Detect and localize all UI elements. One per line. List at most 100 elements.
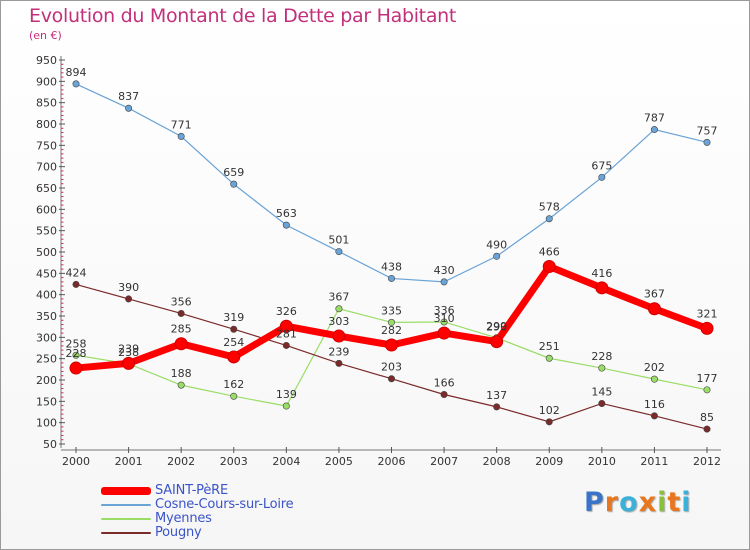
data-point	[440, 391, 448, 399]
y-tick-label: 550	[36, 225, 57, 238]
data-label: 239	[328, 345, 349, 358]
data-label: 563	[276, 207, 297, 220]
series-line	[75, 83, 708, 283]
logo-letter: r	[604, 487, 620, 518]
logo-letter: i	[657, 487, 668, 518]
data-point	[174, 337, 188, 351]
legend-label: Cosne-Cours-sur-Loire	[155, 497, 294, 512]
data-label: 757	[697, 124, 718, 137]
data-point	[703, 386, 711, 394]
y-tick-label: 850	[36, 97, 57, 110]
data-point	[385, 338, 398, 352]
data-label: 787	[644, 112, 665, 125]
data-label: 228	[591, 350, 612, 363]
data-label: 319	[223, 311, 244, 324]
data-point	[335, 359, 343, 367]
x-tick-label: 2011	[640, 455, 668, 468]
data-label: 162	[223, 378, 244, 391]
data-point	[177, 132, 185, 140]
data-point	[545, 215, 553, 223]
data-label: 659	[223, 166, 244, 179]
legend-swatch	[101, 518, 151, 520]
data-point	[440, 278, 448, 286]
logo-letter: i	[681, 487, 692, 518]
data-label: 675	[591, 159, 612, 172]
legend-swatch	[101, 532, 151, 534]
data-label: 299	[486, 320, 507, 333]
data-label: 336	[434, 304, 455, 317]
data-point	[542, 260, 556, 274]
data-label: 335	[381, 304, 402, 317]
x-tick-label: 2008	[483, 455, 511, 468]
data-point	[490, 335, 504, 349]
logo-letter: o	[619, 487, 639, 518]
data-label: 145	[591, 385, 612, 398]
y-tick-label: 500	[36, 246, 57, 259]
data-label: 85	[700, 411, 714, 424]
data-point	[177, 381, 185, 389]
data-point	[230, 392, 238, 400]
data-label: 356	[171, 295, 192, 308]
y-tick-label: 950	[36, 54, 57, 67]
data-point	[282, 341, 290, 349]
data-point	[335, 248, 343, 256]
y-tick-label: 200	[36, 374, 57, 387]
y-tick-label: 350	[36, 310, 57, 323]
data-label: 188	[171, 367, 192, 380]
data-point	[332, 329, 346, 343]
logo-letter: t	[667, 487, 682, 518]
data-point	[387, 274, 395, 282]
data-point	[125, 295, 133, 303]
legend-label: SAINT-PèRE	[155, 483, 229, 498]
legend-swatch	[101, 487, 151, 495]
data-point	[72, 351, 80, 359]
data-label: 251	[539, 340, 560, 353]
x-tick-label: 2009	[535, 455, 563, 468]
data-label: 424	[66, 266, 87, 279]
data-label: 490	[486, 238, 507, 251]
data-point	[650, 126, 658, 134]
data-label: 290	[486, 321, 507, 334]
x-tick-label: 2004	[272, 455, 300, 468]
y-tick-label: 800	[36, 118, 57, 131]
data-label: 102	[539, 404, 560, 417]
data-point	[647, 302, 661, 316]
y-tick-label: 150	[36, 395, 57, 408]
legend-label: Pougny	[155, 525, 202, 540]
data-label: 139	[276, 388, 297, 401]
data-point	[230, 180, 238, 188]
data-point	[282, 221, 290, 229]
data-label: 203	[381, 361, 402, 374]
data-label: 116	[644, 398, 665, 411]
data-label: 239	[118, 342, 139, 355]
series-cosne-cours-sur-loire	[72, 80, 711, 286]
series-pougny	[72, 280, 711, 433]
data-point	[387, 375, 395, 383]
data-label: 310	[434, 312, 455, 325]
data-point	[335, 305, 343, 313]
y-tick-label: 250	[36, 353, 57, 366]
data-label: 367	[328, 291, 349, 304]
y-tick-label: 900	[36, 75, 57, 88]
x-tick-label: 2012	[693, 455, 721, 468]
x-tick-label: 2002	[167, 455, 195, 468]
data-point	[703, 425, 711, 433]
legend-swatch	[101, 504, 151, 506]
data-point	[279, 319, 293, 333]
data-point	[650, 412, 658, 420]
x-tick-label: 2010	[588, 455, 616, 468]
x-tick-label: 2000	[62, 455, 90, 468]
data-label: 438	[381, 260, 402, 273]
data-point	[598, 364, 606, 372]
data-point	[72, 280, 80, 288]
data-point	[72, 80, 80, 88]
data-label: 771	[171, 118, 192, 131]
logo-letter: x	[638, 487, 658, 518]
data-point	[598, 173, 606, 181]
series-myennes	[72, 305, 711, 410]
data-point	[69, 361, 83, 375]
data-point	[598, 399, 606, 407]
data-label: 390	[118, 281, 139, 294]
